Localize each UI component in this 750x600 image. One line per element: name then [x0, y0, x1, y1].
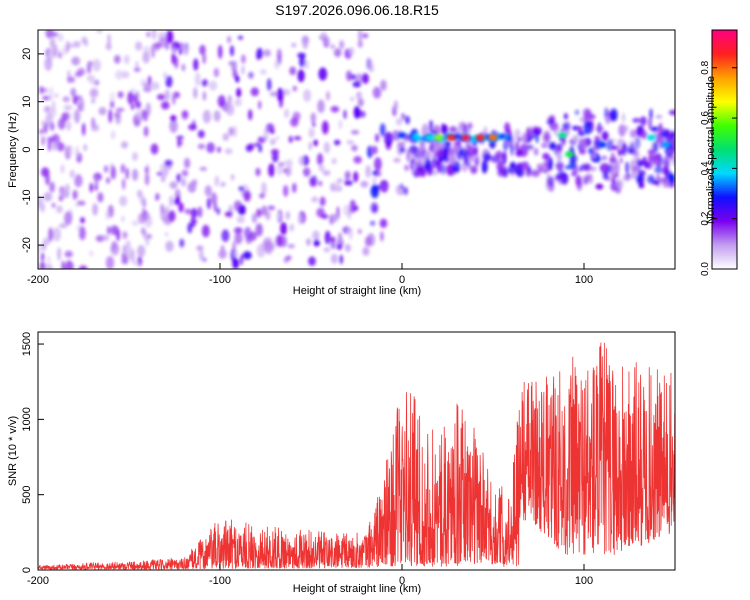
spectrogram-x-axis-label: Height of straight line (km) [293, 285, 421, 297]
snr-x-tick-label: 0 [399, 575, 405, 587]
figure-title: S197.2026.096.06.18.R15 [275, 2, 439, 18]
spectrogram-y-tick-label: -10 [21, 189, 33, 205]
snr-panel: -200 -100 0 100 0 500 1000 1500 Height of stra… [7, 331, 676, 595]
spectrogram-y-tick-label: 20 [21, 48, 33, 60]
snr-y-tick-label: 1000 [21, 407, 33, 431]
snr-series-line [38, 342, 675, 570]
spectral-peak-7 [564, 151, 574, 158]
snr-x-tick-label: -100 [209, 575, 231, 587]
spectrogram-x-tick-label: 100 [575, 274, 593, 286]
snr-x-ticks: -200 -100 0 100 [27, 564, 593, 587]
spectral-peak-3 [461, 134, 471, 141]
colorbar-gradient [711, 29, 738, 270]
colorbar-label: Normalized spectral amplitude [705, 76, 717, 224]
spectrogram-x-tick-label: -100 [209, 274, 231, 286]
spectrogram-area [38, 30, 675, 269]
spectral-peak-10 [397, 132, 407, 139]
spectral-peak-8 [646, 134, 656, 141]
spectrogram-y-tick-label: 0 [21, 146, 33, 152]
colorbar-tick-label: 0.6 [700, 111, 711, 125]
spectrogram-features [397, 132, 671, 158]
spectrogram-y-ticks: -20 -10 0 10 20 [21, 48, 44, 253]
spectrogram-y-axis-label: Frequency (Hz) [7, 112, 19, 188]
colorbar-tick-label: 0.0 [700, 262, 711, 276]
spectral-peak-4 [475, 134, 485, 141]
spectrogram-y-tick-label: 10 [21, 96, 33, 108]
snr-x-axis-label: Height of straight line (km) [293, 583, 421, 595]
snr-y-tick-label: 1500 [21, 332, 33, 356]
spectral-peak-1 [433, 134, 443, 141]
spectrogram-y-tick-label: -20 [21, 237, 33, 253]
spectrogram-x-tick-label: 0 [399, 274, 405, 286]
colorbar-tick-label: 0.4 [700, 161, 711, 175]
colorbar-ticks: 0.0 0.2 0.4 0.6 0.8 [700, 60, 737, 276]
spectrogram-x-ticks: -200 -100 0 100 [27, 263, 593, 286]
colorbar-tick-label: 0.2 [700, 211, 711, 225]
snr-x-tick-label: -200 [27, 575, 49, 587]
spectral-peak-11 [597, 141, 607, 148]
spectral-peak-6 [557, 132, 567, 139]
snr-frame [37, 331, 676, 571]
spectral-peak-5 [488, 134, 498, 141]
spectrogram-blobs [38, 30, 675, 269]
colorbar-tick-label: 0.8 [700, 60, 711, 74]
snr-x-tick-label: 100 [575, 575, 593, 587]
colorbar: 0.0 0.2 0.4 0.6 0.8 Normalized spectral ampl… [700, 29, 738, 276]
snr-y-ticks: 0 500 1000 1500 [21, 332, 44, 573]
spectral-peak-9 [661, 141, 671, 148]
snr-y-tick-label: 0 [21, 567, 33, 573]
spectral-peak-0 [424, 134, 434, 141]
snr-y-tick-label: 500 [21, 486, 33, 504]
spectrogram-x-tick-label: -200 [27, 274, 49, 286]
spectral-peak-2 [446, 134, 456, 141]
snr-y-axis-label: SNR (10 * v/v) [7, 416, 19, 486]
